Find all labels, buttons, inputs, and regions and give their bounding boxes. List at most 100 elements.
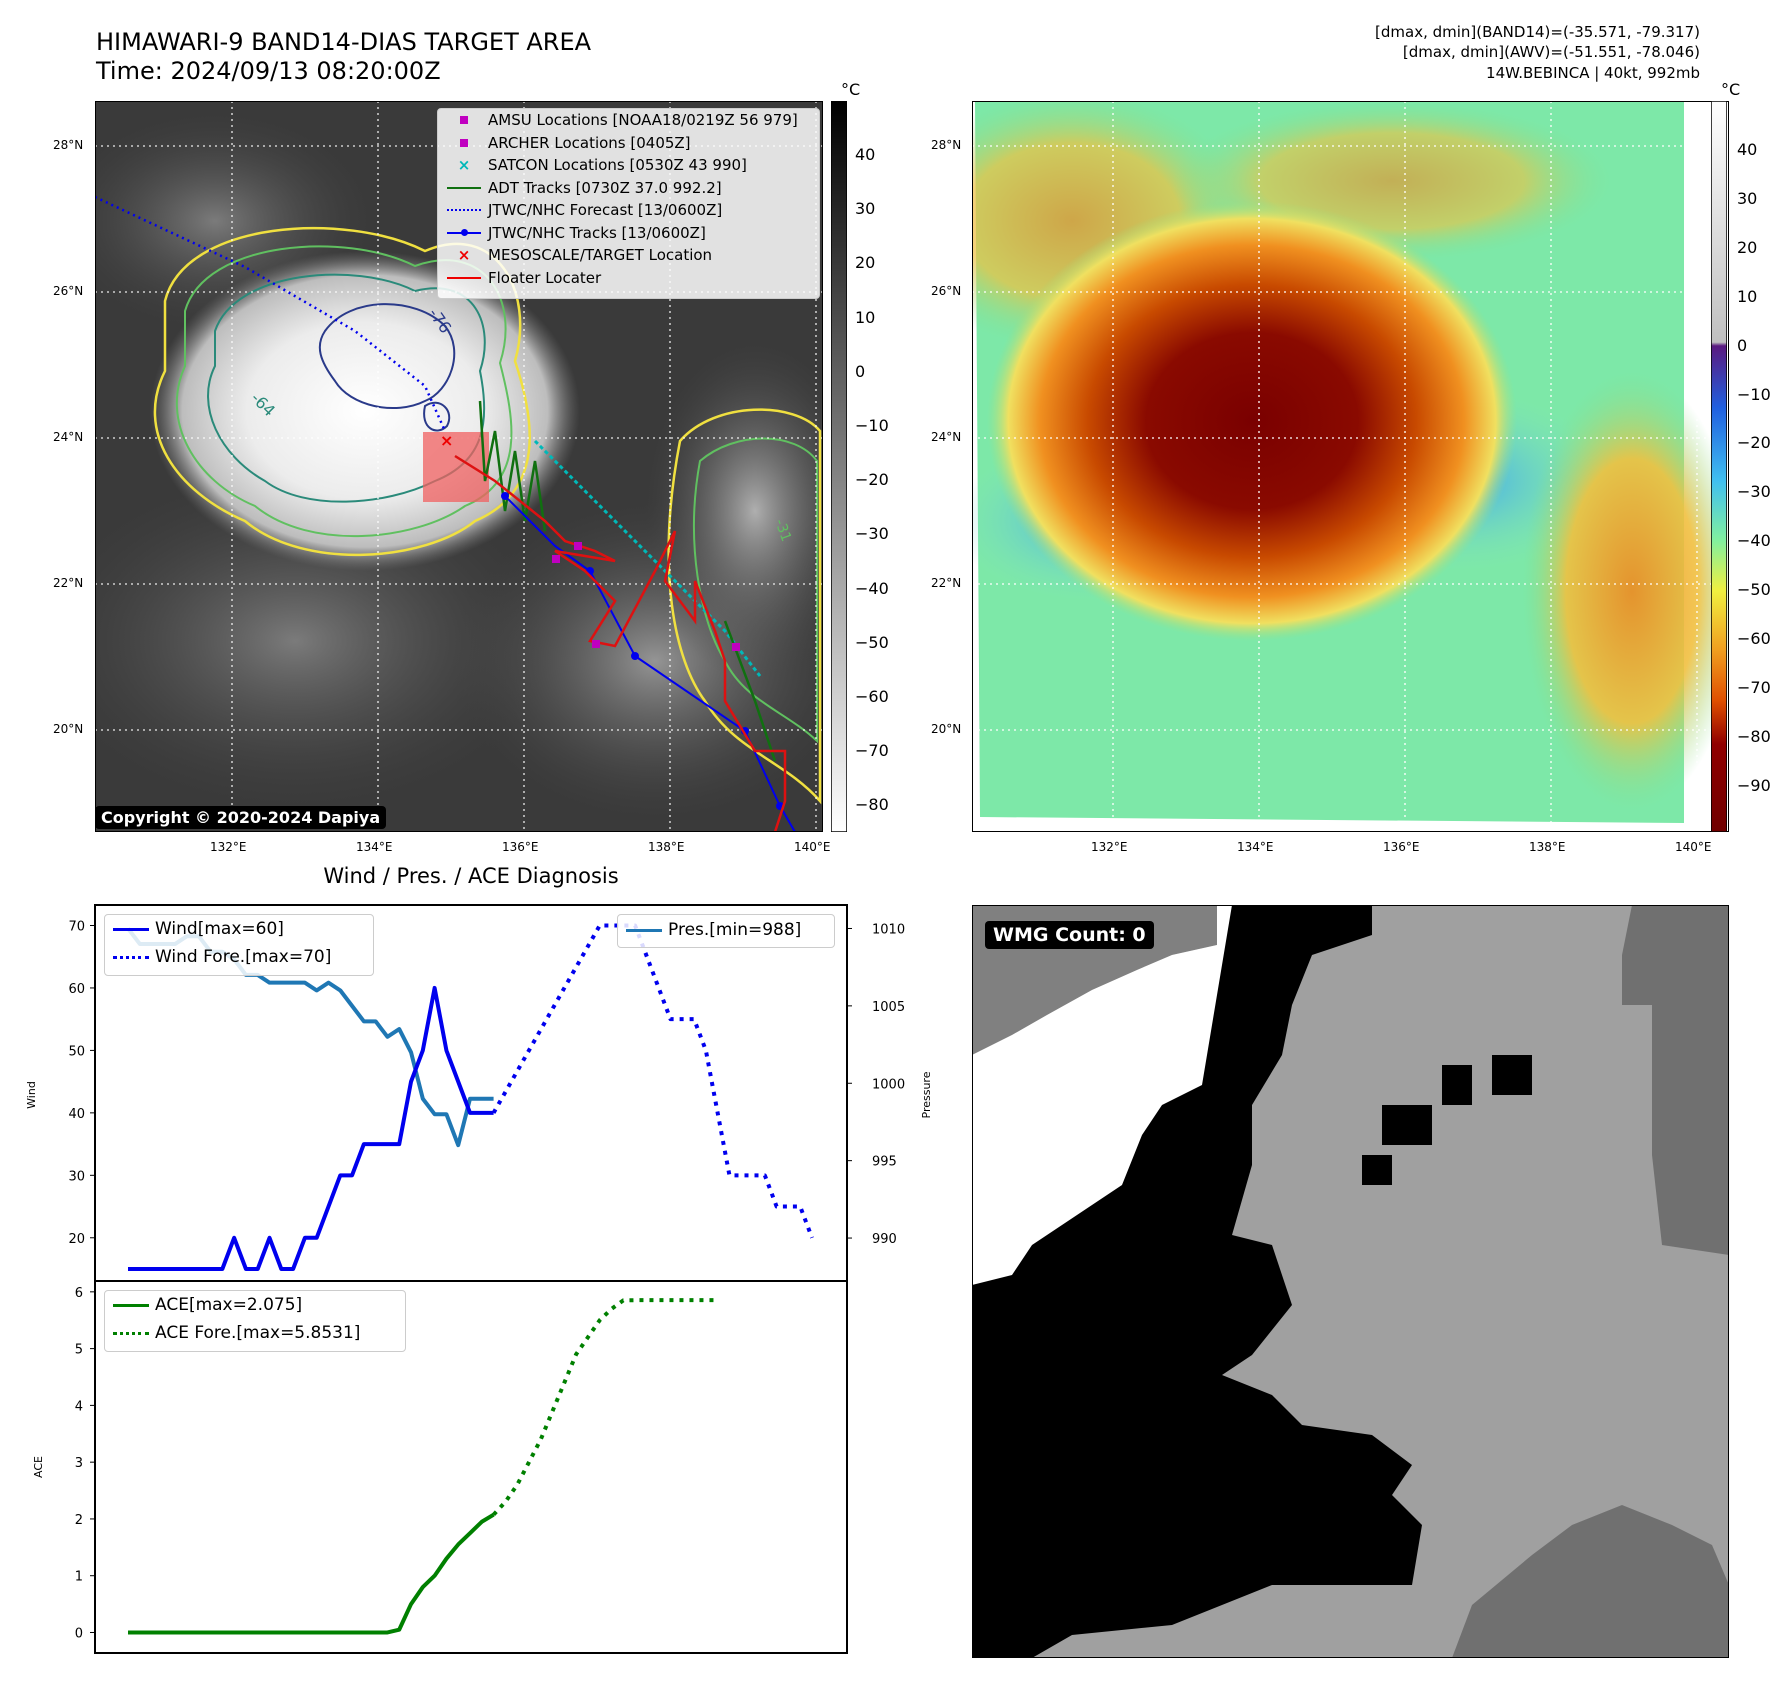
lon-tick: 132°E bbox=[1091, 840, 1128, 854]
legend-item-satcon: × SATCON Locations [0530Z 43 990] bbox=[438, 154, 819, 177]
colorbar-tick-label: 10 bbox=[1737, 286, 1758, 306]
amsu-location bbox=[552, 555, 560, 563]
pressure-y-tick-label: 1000 bbox=[872, 1077, 905, 1092]
wind-y-tick-label: 40 bbox=[68, 1107, 85, 1122]
lon-tick: 138°E bbox=[1529, 840, 1566, 854]
lat-tick: 26°N bbox=[931, 284, 962, 298]
colorbar-tick-label: 30 bbox=[855, 199, 876, 219]
pressure-y-tick-label: 995 bbox=[872, 1155, 897, 1170]
contour-label-31: -31 bbox=[771, 517, 794, 544]
lat-tick: 22°N bbox=[931, 576, 962, 590]
colorbar-tick-label: −60 bbox=[855, 687, 889, 706]
contour-navy bbox=[318, 303, 456, 409]
lon-tick: 136°E bbox=[1383, 840, 1420, 854]
colorbar-tick-label: −80 bbox=[855, 795, 889, 815]
ace-axis-label: ACE bbox=[32, 1456, 45, 1478]
legend-marker-x: × bbox=[457, 246, 471, 265]
wind-y-tick-label: 20 bbox=[68, 1232, 85, 1247]
ace-y-tick-label: 5 bbox=[75, 1343, 83, 1358]
colorbar-tick-label: −40 bbox=[1737, 531, 1771, 551]
mesoscale-target-marker: × bbox=[440, 431, 453, 450]
legend-marker-dotted bbox=[113, 955, 149, 959]
pressure-y-tick-label: 1010 bbox=[872, 922, 905, 937]
ace-legend: ACE[max=2.075] ACE Fore.[max=5.8531] bbox=[104, 1290, 406, 1352]
colorbar-tick-label: 0 bbox=[1737, 335, 1748, 355]
pressure-y-tick-label: 990 bbox=[872, 1232, 897, 1247]
legend-marker-line bbox=[446, 276, 482, 279]
legend-item-floater: Floater Locater bbox=[438, 267, 819, 290]
wind-y-tick-label: 30 bbox=[68, 1169, 85, 1184]
ace-y-tick-label: 4 bbox=[75, 1399, 83, 1414]
lon-tick: 132°E bbox=[210, 840, 247, 854]
colorbar-tick-label: −50 bbox=[1737, 580, 1771, 600]
ace-line bbox=[128, 1512, 495, 1635]
chart-title: HIMAWARI-9 BAND14-DIAS TARGET AREA bbox=[96, 28, 592, 56]
wmg-region-gray-south bbox=[1452, 1505, 1729, 1658]
map-legend: AMSU Locations [NOAA18/0219Z 56 979] ARC… bbox=[437, 108, 820, 299]
legend-item-amsu: AMSU Locations [NOAA18/0219Z 56 979] bbox=[438, 109, 819, 132]
colorbar-tick-label: 40 bbox=[1737, 140, 1758, 159]
target-area-box bbox=[423, 432, 489, 502]
lon-tick: 140°E bbox=[794, 840, 831, 854]
colorbar-tick-label: −30 bbox=[1737, 482, 1771, 502]
ace-y-tick-label: 6 bbox=[75, 1286, 83, 1301]
wind-axis-label: Wind bbox=[25, 1081, 38, 1109]
ace-forecast-line bbox=[492, 1298, 718, 1517]
legend-marker-x: × bbox=[457, 156, 471, 175]
color-ir-map-panel bbox=[972, 101, 1729, 832]
copyright-badge: Copyright © 2020-2024 Dapiya bbox=[95, 806, 387, 829]
colorbar-tick-label: −10 bbox=[1737, 384, 1771, 404]
wind-forecast-line bbox=[491, 923, 814, 1239]
archer-location bbox=[592, 640, 600, 648]
typhoon-cloud bbox=[150, 251, 580, 571]
legend-item-pressure: Pres.[min=988] bbox=[618, 915, 834, 945]
wind-y-tick-label: 70 bbox=[68, 919, 85, 934]
legend-marker-line bbox=[626, 928, 662, 932]
legend-item-archer: ARCHER Locations [0405Z] bbox=[438, 132, 819, 155]
legend-item-ace-forecast: ACE Fore.[max=5.8531] bbox=[105, 1319, 405, 1347]
legend-marker-line bbox=[446, 186, 482, 189]
contour-green bbox=[175, 245, 513, 537]
ace-panel-frame bbox=[94, 1280, 848, 1654]
pressure-axis-label: Pressure bbox=[920, 1071, 933, 1118]
lat-tick: 28°N bbox=[53, 138, 84, 152]
pressure-legend: Pres.[min=988] bbox=[617, 914, 835, 948]
legend-marker-line-dot bbox=[446, 228, 482, 236]
colorbar-unit: °C bbox=[841, 80, 861, 99]
colorbar-tick-label: 0 bbox=[855, 361, 866, 381]
lon-tick: 134°E bbox=[356, 840, 393, 854]
colorbar-tick-label: −10 bbox=[855, 416, 889, 435]
legend-item-ace: ACE[max=2.075] bbox=[105, 1291, 405, 1319]
lon-tick: 136°E bbox=[502, 840, 539, 854]
wind-y-tick-label: 50 bbox=[68, 1044, 85, 1059]
legend-marker-line bbox=[113, 927, 149, 931]
lat-tick: 20°N bbox=[931, 722, 962, 736]
legend-item-target: × MESOSCALE/TARGET Location bbox=[438, 244, 819, 267]
adt-track bbox=[478, 400, 547, 532]
ace-y-tick-label: 1 bbox=[75, 1570, 83, 1585]
colorbar-tick-label: −50 bbox=[855, 632, 889, 652]
legend-item-adt: ADT Tracks [0730Z 37.0 992.2] bbox=[438, 177, 819, 200]
wmg-panel bbox=[972, 905, 1729, 1658]
wind-line bbox=[128, 985, 494, 1271]
lat-tick: 24°N bbox=[931, 430, 962, 444]
info-awv: [dmax, dmin](AWV)=(-51.551, -78.046) bbox=[1402, 43, 1700, 61]
floater-locater-track bbox=[454, 454, 787, 832]
legend-item-jtwc-forecast: JTWC/NHC Forecast [13/0600Z] bbox=[438, 199, 819, 222]
colorbar-tick-label: 10 bbox=[855, 307, 876, 327]
contour-yellow bbox=[153, 226, 531, 557]
legend-marker-line bbox=[113, 1303, 149, 1307]
colorbar-unit: °C bbox=[1721, 80, 1741, 99]
lon-tick: 140°E bbox=[1675, 840, 1712, 854]
legend-marker-square bbox=[446, 138, 482, 147]
colorbar-tick-label: 30 bbox=[1737, 188, 1758, 208]
info-band14: [dmax, dmin](BAND14)=(-35.571, -79.317) bbox=[1375, 23, 1700, 41]
wmg-count-badge: WMG Count: 0 bbox=[985, 921, 1154, 949]
color-map-gridlines bbox=[972, 101, 1729, 832]
colorbar-tick-label: −70 bbox=[855, 741, 889, 761]
legend-item-jtwc-tracks: JTWC/NHC Tracks [13/0600Z] bbox=[438, 222, 819, 245]
colorbar-tick-label: −70 bbox=[1737, 677, 1771, 697]
legend-marker-square bbox=[446, 116, 482, 125]
ace-y-tick-label: 2 bbox=[75, 1513, 83, 1528]
lat-tick: 28°N bbox=[931, 138, 962, 152]
